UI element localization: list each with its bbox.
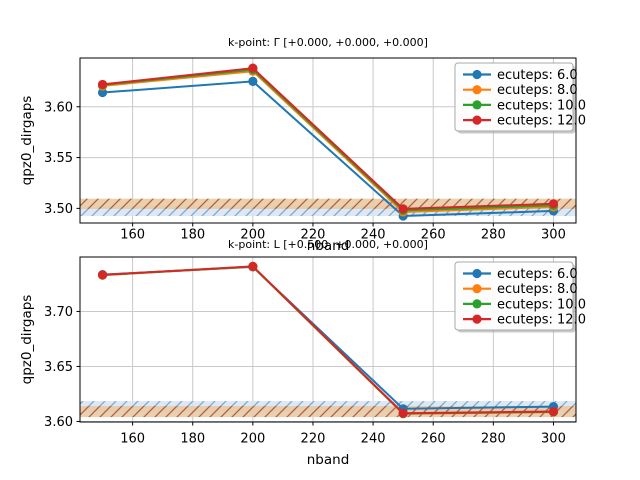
data-point — [97, 87, 108, 98]
subplot-title: k-point: Γ [+0.000, +0.000, +0.000] — [228, 36, 428, 49]
x-tick-label: 180 — [180, 228, 205, 243]
legend-marker — [472, 100, 482, 110]
y-tick-label: 3.55 — [44, 151, 73, 166]
data-point — [248, 63, 258, 73]
legend-marker — [472, 85, 482, 95]
data-point — [398, 204, 408, 214]
legend-box — [454, 261, 574, 331]
legend-label: ecuteps: 12.0 — [497, 114, 586, 129]
subplot-0: 160 180 200 220 240 260 280 300 3.50 3.55 3.60 nban… — [19, 36, 586, 254]
x-tick-label: 260 — [421, 228, 446, 243]
legend-marker — [472, 299, 482, 309]
y-axis-label: qpz0_dirgaps — [19, 96, 35, 186]
series-line — [102, 265, 554, 415]
x-tick-label: 200 — [240, 432, 265, 447]
x-axis-label: nband — [307, 238, 350, 254]
legend-marker — [472, 314, 482, 324]
x-tick-label: 160 — [120, 432, 145, 447]
y-tick-label: 3.50 — [44, 202, 73, 217]
series-line — [102, 80, 554, 218]
legend-label: ecuteps: 10.0 — [497, 98, 586, 113]
y-tick-label: 3.60 — [44, 100, 73, 115]
convergence-window-orange-hatch — [80, 406, 576, 418]
legend-marker — [472, 115, 482, 125]
x-tick-label: 300 — [541, 432, 566, 447]
axes-spines — [79, 57, 577, 224]
axes-spines — [79, 256, 577, 423]
legend-box — [454, 62, 574, 132]
x-tick-label: 240 — [361, 228, 386, 243]
y-tick-label: 3.65 — [44, 360, 73, 375]
y-axis-label: qpz0_dirgaps — [19, 295, 35, 385]
data-point — [548, 406, 559, 417]
x-tick-label: 180 — [180, 432, 205, 447]
series-line — [102, 68, 554, 212]
data-point — [97, 270, 108, 280]
legend-label: ecuteps: 8.0 — [497, 282, 578, 297]
data-point — [248, 76, 258, 86]
legend-label: ecuteps: 12.0 — [497, 313, 586, 328]
data-point — [248, 261, 258, 271]
x-tick-label: 220 — [301, 228, 326, 243]
series-line — [102, 67, 554, 210]
x-axis-label: nband — [307, 452, 350, 468]
subplot-1: 160 180 200 220 240 260 280 300 3.60 3.65 3.70 nban… — [19, 238, 586, 468]
y-tick-label: 3.70 — [44, 305, 73, 320]
x-tick-label: 220 — [301, 432, 326, 447]
legend-label: ecuteps: 8.0 — [497, 83, 578, 98]
x-tick-label: 260 — [421, 432, 446, 447]
legend-label: ecuteps: 10.0 — [497, 297, 586, 312]
x-tick-label: 240 — [361, 432, 386, 447]
x-tick-label: 300 — [541, 228, 566, 243]
subplot-title: k-point: L [+0.500, +0.000, +0.000] — [228, 238, 428, 251]
data-point — [398, 408, 408, 418]
data-point — [97, 79, 108, 90]
legend-label: ecuteps: 6.0 — [497, 267, 578, 282]
x-tick-label: 280 — [481, 228, 506, 243]
x-tick-label: 160 — [120, 228, 145, 243]
convergence-window-orange-hatch — [80, 198, 576, 209]
data-point — [548, 199, 559, 209]
legend-marker — [472, 268, 482, 279]
legend-marker — [472, 69, 482, 80]
legend-marker — [472, 284, 482, 294]
y-tick-label: 3.60 — [44, 415, 73, 430]
x-tick-label: 200 — [240, 228, 265, 243]
series-line — [102, 70, 554, 213]
legend-label: ecuteps: 6.0 — [497, 68, 578, 83]
convergence-window-blue-hatch — [80, 205, 576, 216]
x-tick-label: 280 — [481, 432, 506, 447]
